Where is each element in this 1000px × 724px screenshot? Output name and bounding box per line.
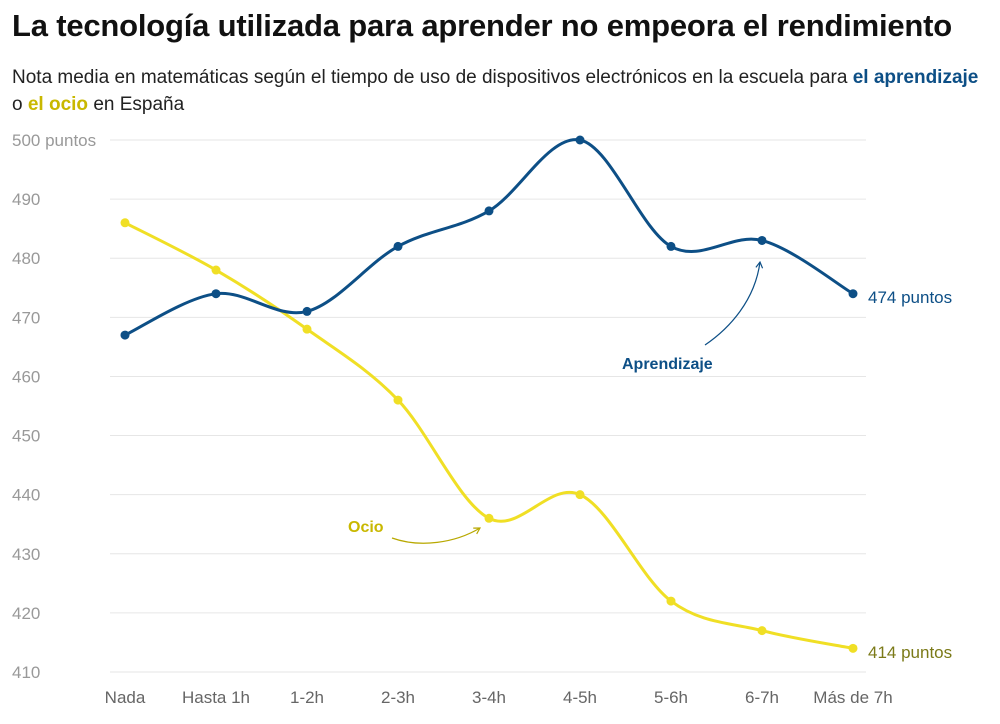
data-point-aprendizaje: [666, 241, 676, 251]
y-axis-ticks: 500 puntos 490 480 470 460 450 440 430 420 410: [12, 131, 96, 682]
x-tick-label: 3-4h: [472, 688, 506, 707]
data-point-aprendizaje: [484, 206, 494, 216]
y-tick-label: 430: [12, 545, 40, 564]
aprendizaje-end-label: 474 puntos: [868, 288, 952, 307]
data-point-ocio: [484, 513, 494, 523]
annotations: Aprendizaje Ocio 474 puntos 414 puntos: [348, 260, 952, 662]
series-lines: [120, 135, 858, 653]
data-point-aprendizaje: [757, 235, 767, 245]
x-tick-label: Nada: [105, 688, 146, 707]
y-tick-label: 410: [12, 663, 40, 682]
data-point-aprendizaje: [393, 241, 403, 251]
data-point-aprendizaje: [575, 135, 585, 145]
series-line-aprendizaje: [124, 138, 854, 337]
x-tick-label: 5-6h: [654, 688, 688, 707]
y-tick-label: 440: [12, 486, 40, 505]
y-tick-label: 470: [12, 308, 40, 327]
data-point-aprendizaje: [211, 289, 221, 299]
data-point-ocio: [848, 643, 858, 653]
data-point-aprendizaje: [302, 306, 312, 316]
data-point-ocio: [757, 626, 767, 636]
y-tick-label: 500 puntos: [12, 131, 96, 150]
ocio-series-label: Ocio: [348, 519, 384, 536]
y-tick-label: 490: [12, 190, 40, 209]
chart-subtitle: Nota media en matemáticas según el tiemp…: [12, 64, 982, 118]
data-point-ocio: [120, 218, 130, 228]
y-tick-label: 420: [12, 604, 40, 623]
data-point-ocio: [666, 596, 676, 606]
x-tick-label: Más de 7h: [813, 688, 892, 707]
y-tick-label: 480: [12, 249, 40, 268]
x-tick-label: 6-7h: [745, 688, 779, 707]
x-tick-label: 4-5h: [563, 688, 597, 707]
series-aprendizaje: [120, 135, 858, 340]
x-tick-label: Hasta 1h: [182, 688, 250, 707]
series-ocio: [120, 218, 858, 653]
subtitle-middle: o: [12, 94, 23, 115]
subtitle-suffix: en España: [93, 94, 185, 115]
x-axis-ticks: Nada Hasta 1h 1-2h 2-3h 3-4h 4-5h 5-6h 6-7h Más …: [105, 688, 893, 707]
data-point-ocio: [575, 490, 585, 500]
y-tick-label: 450: [12, 427, 40, 446]
aprendizaje-arrow: [704, 260, 764, 346]
chart-title: La tecnología utilizada para aprender no…: [12, 8, 952, 43]
subtitle-prefix: Nota media en matemáticas según el tiemp…: [12, 67, 848, 88]
data-point-aprendizaje: [120, 330, 130, 340]
data-point-ocio: [393, 395, 403, 405]
x-tick-label: 2-3h: [381, 688, 415, 707]
aprendizaje-series-label: Aprendizaje: [622, 356, 713, 373]
ocio-end-label: 414 puntos: [868, 643, 952, 662]
ocio-arrow: [391, 527, 482, 544]
data-point-ocio: [211, 265, 221, 275]
x-tick-label: 1-2h: [290, 688, 324, 707]
subtitle-series-aprendizaje: el aprendizaje: [852, 67, 979, 88]
grid-lines: [110, 139, 866, 673]
y-tick-label: 460: [12, 367, 40, 386]
data-point-aprendizaje: [848, 289, 858, 299]
subtitle-series-ocio: el ocio: [27, 94, 89, 115]
data-point-ocio: [302, 324, 312, 334]
